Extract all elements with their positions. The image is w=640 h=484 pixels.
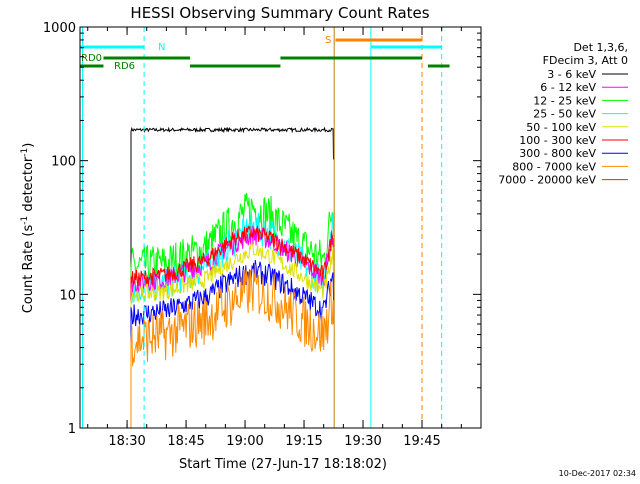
legend-entry-label: 100 - 300 keV (519, 134, 596, 147)
flag-label-RD6: RD6 (114, 61, 135, 72)
x-tick-label: 18:30 (108, 434, 145, 449)
legend-entry-label: 50 - 100 keV (526, 121, 596, 134)
legend-entry-label: 7000 - 20000 keV (498, 174, 596, 187)
y-axis-label-sup1: -1 (20, 216, 30, 225)
y-axis-label-text: Count Rate (s-1 detector-1) (20, 143, 36, 314)
flag-bars: N S RD0 RD6 (80, 35, 450, 72)
series-line-7 (130, 264, 334, 428)
y-axis-label-part1: Count Rate (s (21, 225, 36, 314)
x-tick-label: 19:15 (285, 434, 322, 449)
y-tick-label: 100 (51, 155, 76, 170)
legend-entry-label: 6 - 12 keV (540, 81, 596, 94)
x-tick-label: 19:30 (344, 434, 381, 449)
y-axis-label-sup2: -1 (20, 148, 30, 157)
y-tick-label: 1 (68, 422, 76, 437)
plot-frame (79, 26, 482, 429)
x-tick-label: 19:00 (226, 434, 263, 449)
series-line-0 (130, 126, 334, 428)
legend-entry-label: 800 - 7000 keV (512, 160, 596, 173)
flag-label-S: S (325, 35, 331, 46)
x-tick-label: 19:45 (403, 434, 440, 449)
flag-vertical-lines (81, 27, 443, 428)
x-axis-label: Start Time (27-Jun-17 18:18:02) (179, 457, 387, 472)
chart-title: HESSI Observing Summary Count Rates (130, 4, 429, 22)
series-line-5 (130, 241, 334, 428)
y-tick-label: 1000 (43, 21, 76, 36)
legend-header-1: Det 1,3,6, (573, 41, 628, 54)
legend-entry-label: 300 - 800 keV (519, 147, 596, 160)
legend-header-2: FDecim 3, Att 0 (543, 54, 628, 67)
y-tick-label: 10 (59, 288, 76, 303)
flag-label-RD0: RD0 (81, 53, 102, 64)
series-line-6 (130, 259, 334, 428)
legend-entry-label: 12 - 25 keV (533, 94, 596, 107)
y-axis-label-part2: detector (21, 156, 36, 216)
flag-label-N: N (158, 42, 165, 53)
y-axis-label: Count Rate (s-1 detector-1) (20, 143, 36, 314)
legend-entry-label: 3 - 6 keV (547, 68, 596, 81)
legend-entry-label: 25 - 50 keV (533, 108, 596, 121)
series-layer (130, 126, 334, 428)
y-axis-label-part3: ) (21, 143, 36, 148)
footer-timestamp: 10-Dec-2017 02:34 (559, 469, 636, 478)
series-line-4 (130, 224, 334, 428)
axes: 18:30 18:45 19:00 19:15 19:30 19:45 1 10 100 1000 (43, 21, 482, 449)
x-tick-label: 18:45 (167, 434, 204, 449)
